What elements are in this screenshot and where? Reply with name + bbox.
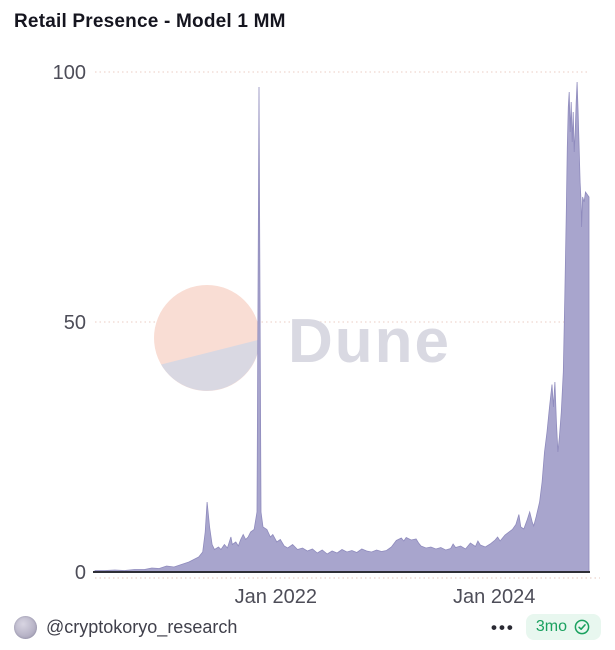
dune-logo-wedge: [161, 339, 260, 391]
author-handle-link[interactable]: @cryptokoryo_research: [46, 616, 238, 637]
dune-wordmark: Dune: [288, 307, 451, 376]
x-tick-jan-2024: Jan 2024: [453, 586, 535, 608]
page-title: Retail Presence - Model 1 MM: [14, 11, 286, 32]
y-tick-50: 50: [64, 312, 86, 334]
dune-watermark[interactable]: Dune: [154, 285, 451, 391]
age-badge-label: 3mo: [535, 618, 567, 635]
x-tick-jan-2022: Jan 2022: [235, 586, 317, 608]
more-options-button[interactable]: •••: [491, 617, 515, 637]
embed-footer: @cryptokoryo_research ••• 3mo: [0, 612, 615, 642]
author-avatar[interactable]: [14, 615, 37, 639]
y-tick-100: 100: [53, 62, 86, 84]
query-age-badge[interactable]: 3mo: [525, 614, 601, 640]
verified-check-icon: [574, 619, 590, 635]
y-tick-0: 0: [75, 562, 86, 584]
area-series[interactable]: [94, 81, 590, 573]
